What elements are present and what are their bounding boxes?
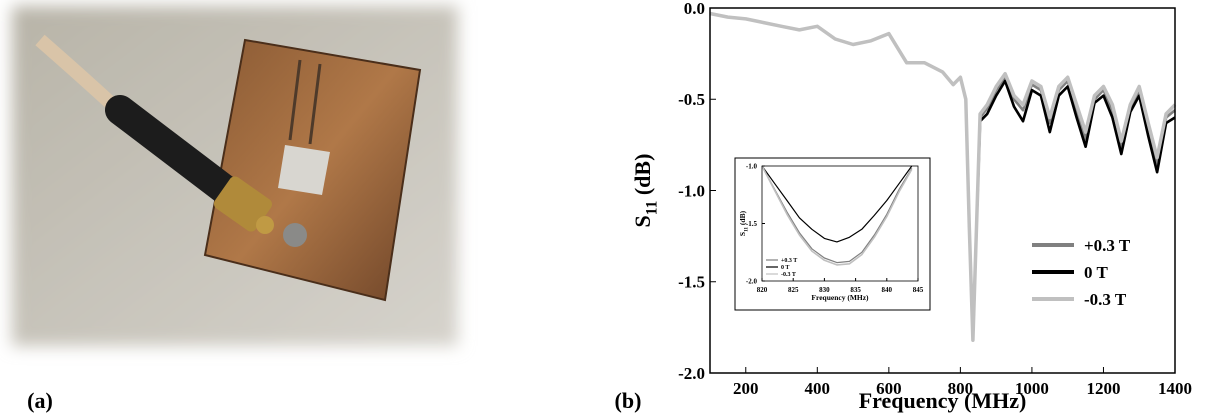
photo — [12, 6, 458, 346]
y-tick-label: -1.5 — [746, 220, 758, 228]
x-axis-label: Frequency (MHz) — [811, 293, 869, 302]
series-line — [761, 165, 913, 243]
y-tick-label: -2.0 — [678, 364, 705, 383]
legend-label: -0.3 T — [781, 272, 796, 278]
x-axis-label: Frequency (MHz) — [859, 388, 1027, 413]
x-tick-label: 400 — [805, 379, 831, 398]
y-tick-label: -1.5 — [678, 273, 705, 292]
y-tick-label: -1.0 — [746, 162, 758, 170]
legend-label: 0 T — [781, 265, 789, 271]
x-tick-label: 600 — [876, 379, 902, 398]
y-axis-label-part: S — [738, 232, 747, 236]
x-tick-label: 825 — [788, 286, 799, 294]
x-tick-label: 840 — [882, 286, 893, 294]
y-axis-label: S11 (dB) — [738, 210, 749, 236]
series-line — [709, 11, 1177, 342]
panel-label: (b) — [615, 388, 642, 413]
y-axis-label-part: S — [630, 215, 655, 227]
y-tick-label: -1.0 — [678, 181, 705, 200]
x-tick-label: 835 — [850, 286, 861, 294]
x-tick-label: 800 — [948, 379, 974, 398]
y-axis-label-part: 11 — [743, 227, 749, 232]
panel-label: (a) — [27, 388, 53, 413]
y-tick-label: -0.5 — [678, 90, 705, 109]
x-tick-label: 830 — [819, 286, 830, 294]
legend-label: 0 T — [1084, 263, 1108, 282]
x-tick-label: 820 — [757, 286, 768, 294]
legend-label: +0.3 T — [1084, 236, 1131, 255]
y-axis-label-part: (dB) — [630, 154, 655, 201]
inset-frame — [734, 157, 931, 311]
legend-label: -0.3 T — [1084, 290, 1127, 309]
y-axis-label: S11 (dB) — [630, 154, 661, 228]
x-tick-label: 1400 — [1158, 379, 1192, 398]
y-axis-label-part: 11 — [644, 201, 661, 216]
x-tick-label: 1000 — [1015, 379, 1049, 398]
series-line — [761, 165, 913, 266]
x-tick-label: 200 — [733, 379, 759, 398]
x-tick-label: 1200 — [1086, 379, 1120, 398]
series-line — [761, 165, 913, 264]
x-tick-label: 845 — [913, 286, 924, 294]
y-axis-label-part: (dB) — [738, 210, 747, 227]
y-tick-label: 0.0 — [684, 0, 705, 18]
y-tick-label: -2.0 — [746, 277, 758, 285]
legend-label: +0.3 T — [781, 258, 797, 264]
